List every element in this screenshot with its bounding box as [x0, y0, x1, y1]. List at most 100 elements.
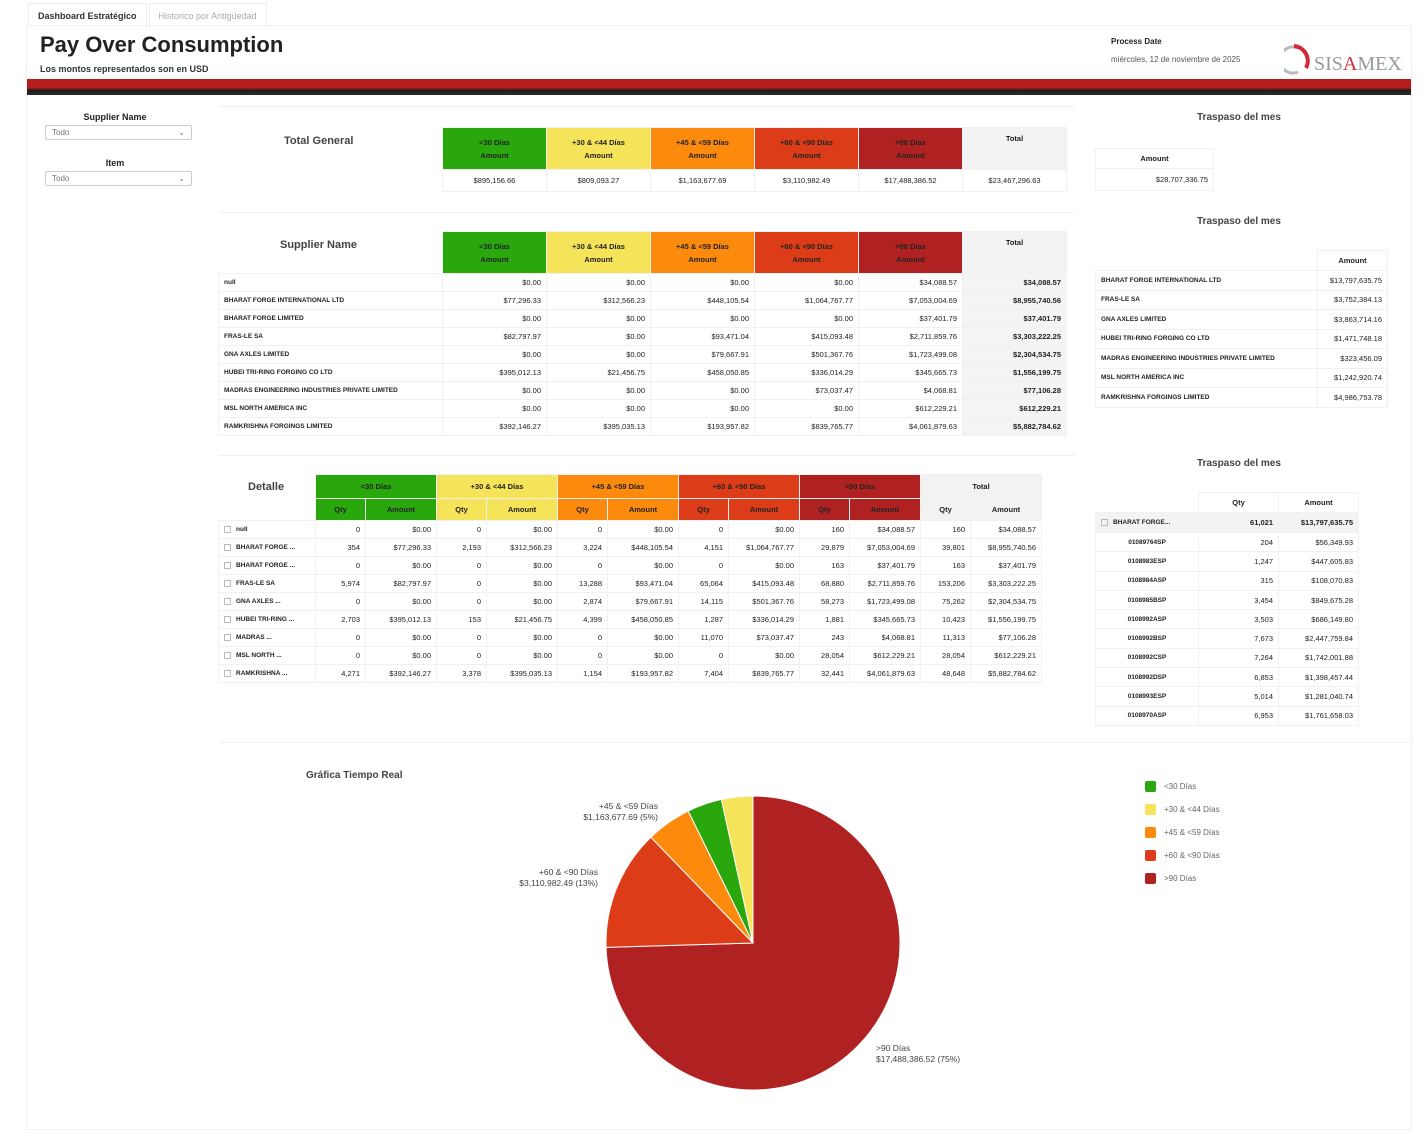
expand-icon[interactable] [224, 561, 231, 569]
detail-supplier-cell: BHARAT FORGE ... [218, 556, 316, 575]
item-qty: 7,673 [1198, 628, 1279, 649]
legend-item[interactable]: +45 & <59 Días [1145, 821, 1220, 844]
table-row[interactable]: BHARAT FORGE LIMITED $0.00 $0.00 $0.00 $0.00… [218, 309, 1067, 328]
traspaso-title-1: Traspaso del mes [1197, 112, 1281, 123]
bucket-amount: $0.00 [365, 520, 437, 539]
supplier-amount: $3,752,384.13 [1317, 289, 1388, 310]
expand-icon[interactable] [224, 597, 231, 605]
amount-header: Amount [607, 498, 679, 521]
supplier-name: HUBEI TRI-RING FORGING CO LTD [218, 363, 443, 382]
bucket-amount: $395,012.13 [365, 610, 437, 629]
supplier-name: GNA AXLES LIMITED [1095, 309, 1318, 330]
subheader-row: Qty Amount Qty Amount Qty Amount Qty Amount Qty A… [219, 498, 1042, 521]
traspaso-total-amount: $28,707,336.75 [1095, 168, 1214, 191]
expand-icon[interactable] [224, 615, 231, 623]
supplier-name: null [236, 526, 248, 534]
table-row[interactable]: null $0.00 $0.00 $0.00 $0.00 $34,088.57 $34,08… [218, 273, 1067, 292]
bucket-amount: $79,667.91 [607, 592, 679, 611]
bucket-amount: $21,456.75 [486, 610, 558, 629]
tab-historico[interactable]: Historico por Antigüedad [148, 3, 267, 28]
pie-label-60-90: +60 & <90 Días $3,110,982.49 (13%) [480, 867, 598, 889]
table-row[interactable]: HUBEI TRI-RING FORGING CO LTD $395,012.13… [218, 363, 1067, 382]
expand-icon[interactable] [224, 651, 231, 659]
group-label: BHARAT FORGE... [1113, 519, 1171, 527]
pie-chart [605, 795, 901, 1091]
supplier-name: BHARAT FORGE ... [236, 544, 296, 552]
qty-header: Qty [799, 498, 850, 521]
amount-label: Amount [584, 150, 613, 160]
legend-item[interactable]: >90 Días [1145, 867, 1220, 890]
bucket-qty: 1,287 [678, 610, 729, 629]
svg-text:SISAMEX: SISAMEX [1314, 53, 1402, 75]
pie-slice-3[interactable] [605, 836, 755, 948]
pie-label-value: $17,488,386.52 (75%) [876, 1054, 961, 1064]
amount-label: Amount [688, 150, 717, 160]
legend-item[interactable]: +30 & <44 Días [1145, 798, 1220, 821]
supplier-filter-select[interactable]: Todo ⌄ [45, 125, 192, 140]
bucket-amount: $37,401.79 [849, 556, 921, 575]
bucket-header: +30 & <44 Días [436, 474, 558, 499]
expand-icon[interactable] [224, 669, 231, 677]
table-row[interactable]: GNA AXLES LIMITED $0.00 $0.00 $79,667.91 $50… [218, 345, 1067, 364]
bucket-label: +30 & <44 Días [572, 241, 625, 251]
item-code: 01089764SP [1095, 531, 1199, 553]
bucket-amount: $0.00 [650, 309, 755, 328]
row-total: $1,556,199.75 [962, 363, 1067, 382]
bucket-amount: $415,093.48 [728, 574, 800, 593]
item-code: 0108992BSP [1095, 628, 1199, 649]
bucket-amount: $0.00 [607, 520, 679, 539]
expand-icon[interactable] [224, 579, 231, 587]
item-amount: $108,070.83 [1278, 570, 1359, 591]
bucket-qty: 0 [315, 646, 366, 665]
bucket-amount: $501,367.76 [754, 345, 859, 364]
item-amount: $1,398,457.44 [1278, 667, 1359, 688]
bucket-qty: 163 [799, 556, 850, 575]
tab-bar: Dashboard Estratégico Historico por Anti… [28, 3, 267, 28]
supplier-name: FRAS-LE SA [218, 327, 443, 346]
table-row[interactable]: RAMKRISHNA FORGINGS LIMITED $392,146.27 $3… [218, 417, 1067, 436]
total-amount: $2,304,534.75 [970, 592, 1042, 611]
legend-item[interactable]: <30 Días [1145, 775, 1220, 798]
bucket-qty: 160 [799, 520, 850, 539]
bucket-amount: $0.00 [486, 520, 558, 539]
expand-icon[interactable] [224, 633, 231, 641]
supplier-name: GNA AXLES ... [236, 598, 281, 606]
legend-swatch [1145, 827, 1156, 838]
item-filter-select[interactable]: Todo ⌄ [45, 171, 192, 186]
pie-slice-1[interactable] [720, 795, 754, 944]
bucket-amount: $345,665.73 [858, 363, 963, 382]
chevron-down-icon: ⌄ [178, 128, 185, 137]
process-date-label: Process Date [1111, 37, 1162, 46]
table-row[interactable]: MSL NORTH AMERICA INC $0.00 $0.00 $0.00 $0.0… [218, 399, 1067, 418]
supplier-name: RAMKRISHNA FORGINGS LIMITED [218, 417, 443, 436]
expand-icon[interactable] [224, 543, 231, 551]
total-qty: 48,648 [920, 664, 971, 683]
table-row[interactable]: MADRAS ENGINEERING INDUSTRIES PRIVATE LI… [218, 381, 1067, 400]
bucket-amount: $0.00 [728, 646, 800, 665]
legend-item[interactable]: +60 & <90 Días [1145, 844, 1220, 867]
expand-icon[interactable] [224, 525, 231, 533]
bucket-qty: 14,115 [678, 592, 729, 611]
table-row: GNA AXLES LIMITED $3,863,714.16 [1095, 309, 1388, 330]
bucket-amount: $0.00 [546, 327, 651, 346]
amount-label: Amount [480, 254, 509, 264]
bucket-amount: $1,163,677.69 [650, 169, 755, 192]
total-qty: 160 [920, 520, 971, 539]
bucket-amount: $1,723,499.08 [849, 592, 921, 611]
amount-label: Amount [896, 254, 925, 264]
table-row[interactable]: FRAS-LE SA $82,797.97 $0.00 $93,471.04 $415,… [218, 327, 1067, 346]
bucket-qty: 2,874 [557, 592, 608, 611]
bucket-label: >90 Días [895, 241, 926, 251]
tab-dashboard-estrategico[interactable]: Dashboard Estratégico [28, 3, 147, 28]
collapse-icon[interactable] [1101, 518, 1108, 526]
bucket-amount: $4,061,879.63 [849, 664, 921, 683]
bucket-amount: $0.00 [728, 556, 800, 575]
bucket-amount: $4,061,879.63 [858, 417, 963, 436]
supplier-name: MSL NORTH AMERICA INC [218, 399, 443, 418]
bucket-qty: 0 [315, 628, 366, 647]
table-row[interactable]: BHARAT FORGE INTERNATIONAL LTD $77,296.33… [218, 291, 1067, 310]
detail-supplier-cell: BHARAT FORGE ... [218, 538, 316, 557]
bucket-amount: $3,110,982.49 [754, 169, 859, 192]
bucket-amount: $415,093.48 [754, 327, 859, 346]
bucket-amount: $0.00 [546, 345, 651, 364]
